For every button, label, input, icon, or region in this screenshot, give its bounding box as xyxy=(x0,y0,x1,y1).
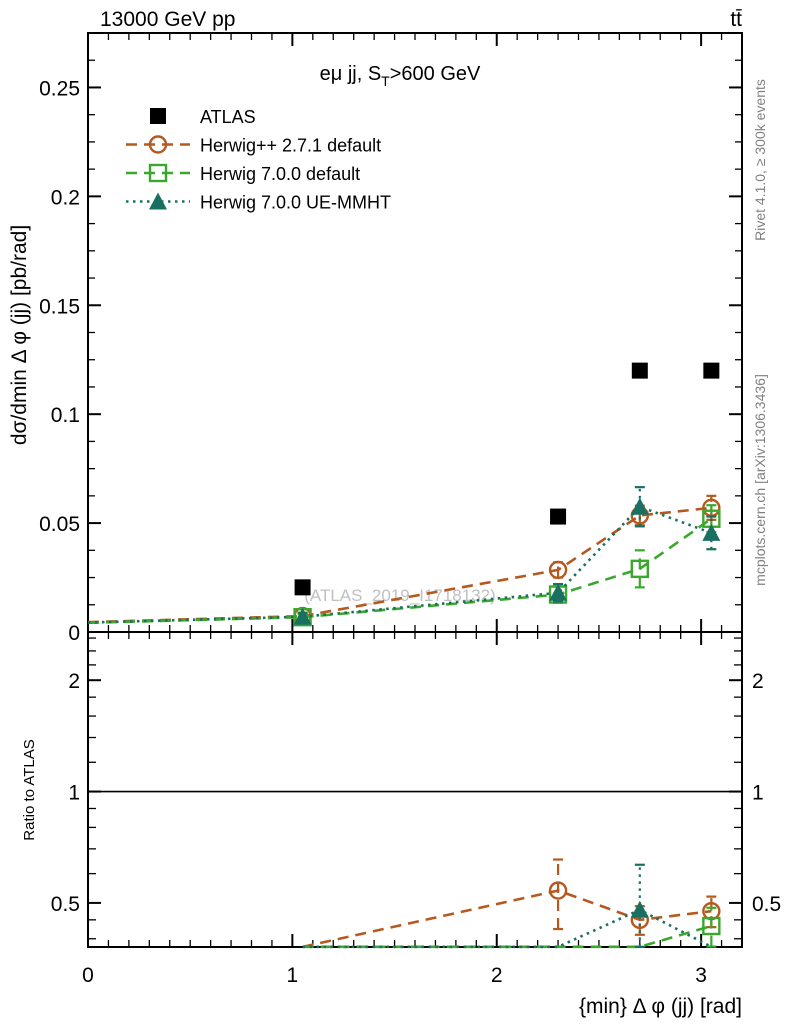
legend-label-1: Herwig++ 2.7.1 default xyxy=(200,136,381,156)
ratio-y-tick-label: 1 xyxy=(68,782,80,805)
x-tick-label: 0 xyxy=(82,964,94,987)
x-axis-label: {min} Δ φ (jj) [rad] xyxy=(579,995,742,1018)
ratio-point-open-square xyxy=(702,916,721,936)
data-point-filled-square xyxy=(294,579,311,596)
ratio-y-tick-label-right: 1 xyxy=(752,782,764,805)
series-line-3 xyxy=(302,505,712,619)
y-axis-label: dσ/dmin Δ φ (jj) [pb/rad] xyxy=(8,225,31,445)
svg-text:mcplots.cern.ch [arXiv:1306.34: mcplots.cern.ch [arXiv:1306.3436] xyxy=(752,374,768,586)
x-tick-label: 3 xyxy=(695,964,707,987)
legend-label-2: Herwig 7.0.0 default xyxy=(200,164,360,184)
data-point-filled-triangle xyxy=(630,497,649,515)
sidebar-mcplots-credit: mcplots.cern.ch [arXiv:1306.3436] xyxy=(752,374,768,586)
plot-title: eμ jj, ST>600 GeV xyxy=(320,63,481,89)
data-point-filled-triangle xyxy=(549,583,568,601)
ratio-line-3 xyxy=(302,908,712,949)
y-tick-label: 0 xyxy=(68,622,80,645)
x-tick-label: 2 xyxy=(491,964,503,987)
header-process: tt̄ xyxy=(730,8,742,31)
ratio-panel-frame xyxy=(87,631,743,948)
ratio-line-2 xyxy=(302,924,712,949)
ratio-y-tick-label: 2 xyxy=(68,670,80,693)
svg-text:Ratio to ATLAS: Ratio to ATLAS xyxy=(21,739,38,840)
ratio-point-filled-triangle xyxy=(630,900,649,918)
main-panel-frame xyxy=(87,32,743,633)
sidebar-rivet-version: Rivet 4.1.0, ≥ 300k events xyxy=(752,79,768,241)
ratio-y-tick-label: 0.5 xyxy=(51,893,80,916)
data-point-filled-triangle xyxy=(702,523,721,541)
legend-label-3: Herwig 7.0.0 UE-MMHT xyxy=(200,193,391,213)
header-beam-energy: 13000 GeV pp xyxy=(100,8,235,31)
data-point-filled-square xyxy=(703,362,720,379)
legend-marker-filled-triangle xyxy=(149,192,167,210)
legend-marker-filled-square xyxy=(150,108,166,124)
ratio-y-tick-label-right: 2 xyxy=(752,670,764,693)
series-line-lead-3 xyxy=(87,615,303,624)
data-point-filled-square xyxy=(550,508,567,525)
legend-marker-open-circle xyxy=(148,135,168,154)
y-tick-label: 0.15 xyxy=(39,295,80,318)
svg-text:Rivet 4.1.0, ≥ 300k events: Rivet 4.1.0, ≥ 300k events xyxy=(752,79,768,241)
ratio-y-tick-label-right: 0.5 xyxy=(752,893,781,916)
ratio-point-open-circle xyxy=(548,881,568,900)
legend-label-0: ATLAS xyxy=(200,107,256,127)
legend-marker-open-square xyxy=(148,163,168,183)
ratio-y-axis-label: Ratio to ATLAS xyxy=(21,739,38,840)
data-point-filled-square xyxy=(631,362,648,379)
y-tick-label: 0.1 xyxy=(51,404,80,427)
y-tick-label: 0.05 xyxy=(39,513,80,536)
svg-text:dσ/dmin Δ φ (jj) [pb/rad]: dσ/dmin Δ φ (jj) [pb/rad] xyxy=(8,225,31,445)
data-point-filled-triangle xyxy=(293,607,312,625)
x-tick-label: 1 xyxy=(287,964,299,987)
data-point-open-circle xyxy=(548,560,568,580)
ratio-line-1 xyxy=(302,889,712,949)
series-line-1 xyxy=(302,506,712,618)
y-tick-label: 0.25 xyxy=(39,77,80,100)
y-tick-label: 0.2 xyxy=(51,186,80,209)
data-point-open-square xyxy=(630,559,650,579)
